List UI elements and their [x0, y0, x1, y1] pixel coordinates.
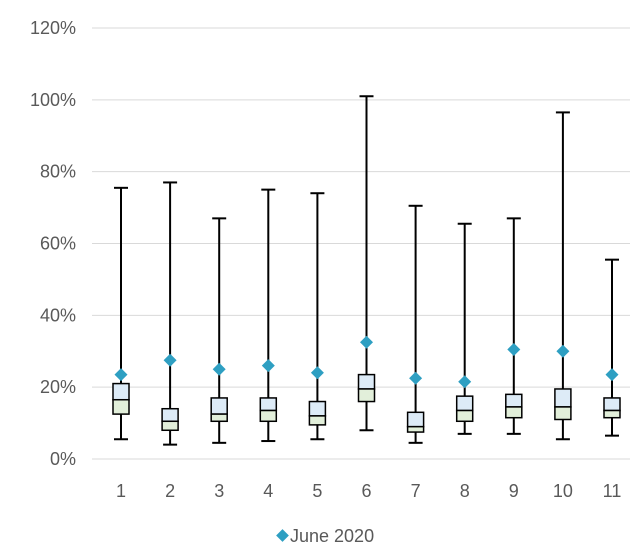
june-2020-marker — [605, 368, 619, 382]
box-upper — [259, 397, 278, 412]
june-2020-marker — [212, 362, 226, 376]
y-tick-label: 100% — [30, 90, 76, 110]
x-tick-label: 1 — [116, 481, 126, 501]
box-upper — [603, 397, 621, 412]
y-axis-tick-labels: 0% 20% 40% 60% 80% 100% 120% — [30, 18, 76, 469]
box-lower — [505, 406, 523, 419]
box-group — [603, 258, 621, 437]
y-tick-label: 120% — [30, 18, 76, 38]
x-tick-label: 6 — [361, 481, 371, 501]
y-tick-label: 40% — [40, 305, 76, 325]
y-tick-label: 60% — [40, 234, 76, 254]
june-2020-marker — [556, 344, 570, 358]
box-lower — [308, 415, 327, 426]
legend: June 2020 — [276, 526, 374, 545]
box-group — [357, 95, 376, 432]
june-2020-marker — [458, 375, 472, 389]
box-group — [112, 186, 130, 441]
box-upper — [357, 373, 376, 390]
box-lower — [603, 409, 621, 419]
box-upper — [112, 382, 130, 401]
x-tick-label: 3 — [214, 481, 224, 501]
x-tick-label: 4 — [263, 481, 273, 501]
x-axis-tick-labels: 1 2 3 4 5 6 7 8 9 10 11 — [116, 481, 621, 501]
legend-label: June 2020 — [290, 526, 374, 545]
box-upper — [406, 411, 425, 428]
box-upper — [161, 407, 179, 423]
y-tick-label: 20% — [40, 377, 76, 397]
june-2020-marker — [507, 342, 521, 356]
june-2020-marker — [409, 371, 423, 385]
x-tick-label: 2 — [165, 481, 175, 501]
x-tick-label: 5 — [312, 481, 322, 501]
gridlines — [92, 27, 630, 460]
box-upper — [554, 388, 572, 408]
box-group — [259, 188, 278, 443]
june-2020-marker — [261, 359, 275, 373]
y-tick-label: 80% — [40, 162, 76, 182]
june-2020-marker — [114, 368, 128, 382]
box-lower — [259, 409, 278, 423]
x-tick-label: 9 — [509, 481, 519, 501]
x-tick-label: 10 — [553, 481, 573, 501]
box-upper — [308, 400, 327, 417]
box-group — [161, 181, 179, 446]
box-lower — [554, 406, 572, 421]
x-tick-label: 11 — [603, 481, 622, 501]
box-group — [308, 192, 327, 441]
box-lower — [406, 425, 425, 433]
june-2020-marker — [310, 366, 324, 380]
legend-diamond-icon — [276, 529, 289, 542]
box-lower — [161, 420, 179, 432]
box-upper — [455, 395, 474, 412]
x-tick-label: 8 — [460, 481, 470, 501]
box-group — [210, 217, 228, 444]
box-lower — [357, 388, 376, 403]
box-group — [554, 111, 572, 441]
box-lower — [455, 409, 474, 423]
x-tick-label: 7 — [411, 481, 421, 501]
box-group — [455, 222, 474, 435]
box-lower — [112, 398, 130, 415]
box-upper — [210, 397, 228, 415]
june-2020-markers — [114, 335, 619, 389]
june-2020-marker — [360, 335, 373, 349]
box-upper — [505, 393, 523, 408]
box-group — [505, 217, 523, 435]
june-2020-marker — [163, 353, 177, 367]
box-lower — [210, 413, 228, 423]
y-tick-label: 0% — [50, 449, 76, 469]
box-group — [406, 204, 425, 444]
box-series — [112, 95, 621, 446]
